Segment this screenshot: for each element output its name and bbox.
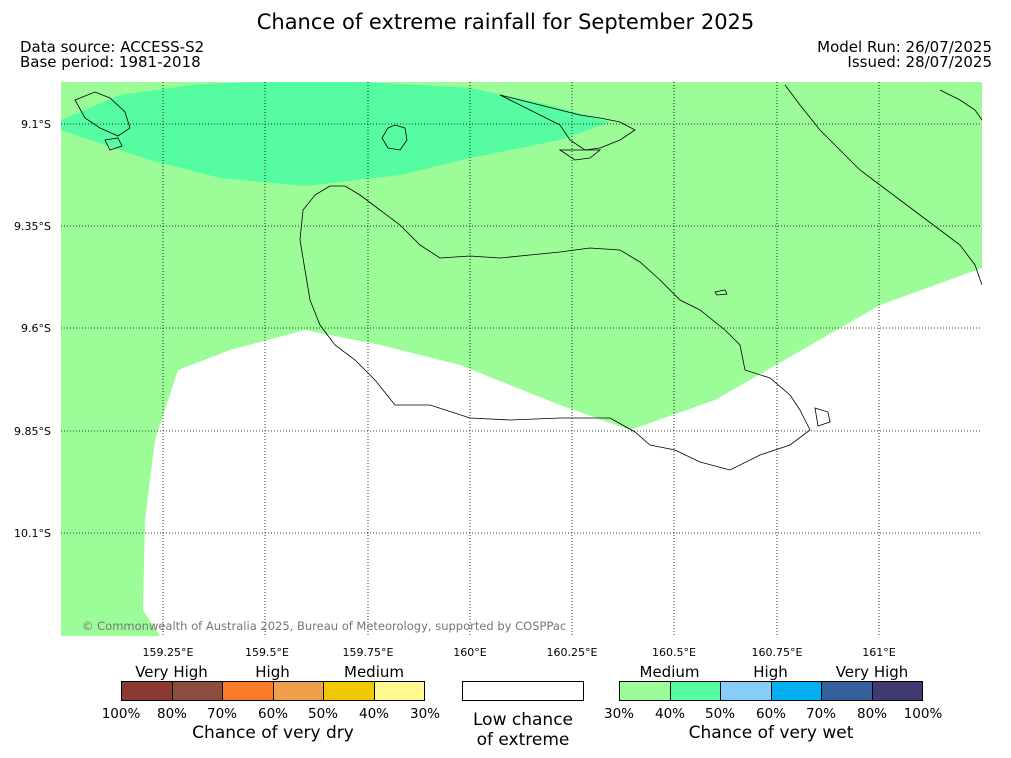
- lon-label: 161°E: [862, 646, 895, 659]
- legend-wet-tick: 100%: [903, 706, 943, 722]
- legend-wet-tick: 60%: [755, 706, 786, 722]
- legend-wet-tick: 40%: [654, 706, 685, 722]
- legend-wet-caption-medium: Medium: [639, 663, 700, 681]
- legend-wet-tick: 70%: [805, 706, 836, 722]
- lon-label: 160.25°E: [547, 646, 598, 659]
- legend-wet-swatch: [771, 682, 822, 700]
- lat-label: 9.35°S: [14, 220, 51, 233]
- lat-label: 9.6°S: [21, 322, 51, 335]
- meta-left: Data source: ACCESS-S2 Base period: 1981…: [20, 40, 204, 70]
- shade-very-wet-40-50: [61, 82, 610, 186]
- legend-wet-title: Chance of very wet: [688, 723, 854, 743]
- legend-dry-caption-high: High: [255, 663, 290, 681]
- lat-label: 9.85°S: [14, 425, 51, 438]
- data-source: Data source: ACCESS-S2: [20, 38, 205, 56]
- meta-right: Model Run: 26/07/2025 Issued: 28/07/2025: [817, 40, 992, 70]
- base-period: Base period: 1981-2018: [20, 53, 201, 71]
- legend-wet-swatch: [721, 682, 772, 700]
- legend-low-swatch-fill: [463, 682, 583, 700]
- legend-wet-swatch: [620, 682, 671, 700]
- legend-wet-caption-high: High: [753, 663, 788, 681]
- legend-dry-tick: 100%: [101, 706, 141, 722]
- issued-date: Issued: 28/07/2025: [847, 53, 992, 71]
- legend-dry-tick: 70%: [206, 706, 237, 722]
- legend-dry-title: Chance of very dry: [192, 723, 354, 743]
- legend-wet-swatch: [872, 682, 922, 700]
- legend-wet-colorbar: [619, 681, 923, 701]
- legend-low-line2: of extreme: [476, 730, 570, 750]
- legend-wet-caption-very-high: Very High: [835, 663, 909, 681]
- legend-low-chance: Low chance of extreme: [462, 660, 584, 755]
- lon-label: 160.5°E: [652, 646, 696, 659]
- legend-dry-swatch: [273, 682, 324, 700]
- legend-very-wet: Medium High Very High 30% 40% 50% 60% 70…: [604, 660, 942, 755]
- legend-wet-tick: 30%: [603, 706, 634, 722]
- legend-dry-tick: 80%: [156, 706, 187, 722]
- lat-label: 9.1°S: [21, 118, 51, 131]
- legend-wet-swatch: [822, 682, 873, 700]
- legend-dry-swatch: [172, 682, 223, 700]
- legend-dry-swatch: [122, 682, 173, 700]
- legend-dry-swatch: [374, 682, 424, 700]
- lon-label: 159.5°E: [245, 646, 289, 659]
- gridlines: [61, 82, 982, 636]
- legend-wet-tick: 50%: [704, 706, 735, 722]
- legend-low-swatch: [462, 681, 584, 701]
- shade-very-wet-30-40: [61, 82, 982, 636]
- lon-label: 160°E: [453, 646, 486, 659]
- lon-label: 159.25°E: [143, 646, 194, 659]
- legend-dry-tick: 30%: [409, 706, 440, 722]
- lon-label: 160.75°E: [752, 646, 803, 659]
- legend-dry-caption-very-high: Very High: [135, 663, 208, 681]
- legend-dry-swatch: [324, 682, 375, 700]
- legend-dry-swatch: [223, 682, 274, 700]
- lon-label: 159.75°E: [343, 646, 394, 659]
- legend-wet-swatch: [670, 682, 721, 700]
- chart-title: Chance of extreme rainfall for September…: [256, 10, 755, 34]
- copyright-notice: © Commonwealth of Australia 2025, Bureau…: [82, 619, 566, 633]
- lat-label: 10.1°S: [14, 527, 51, 540]
- legend-wet-tick: 80%: [856, 706, 887, 722]
- legend-dry-colorbar: [121, 681, 425, 701]
- legend-dry-caption-medium: Medium: [344, 663, 404, 681]
- legend-very-dry: Very High High Medium 100% 80% 70% 60% 5…: [102, 660, 440, 755]
- legend-dry-tick: 50%: [307, 706, 338, 722]
- model-run: Model Run: 26/07/2025: [817, 38, 992, 56]
- legend-dry-tick: 40%: [358, 706, 389, 722]
- legend-low-line1: Low chance: [473, 710, 573, 730]
- coastlines: [74, 84, 982, 471]
- legend-dry-tick: 60%: [257, 706, 288, 722]
